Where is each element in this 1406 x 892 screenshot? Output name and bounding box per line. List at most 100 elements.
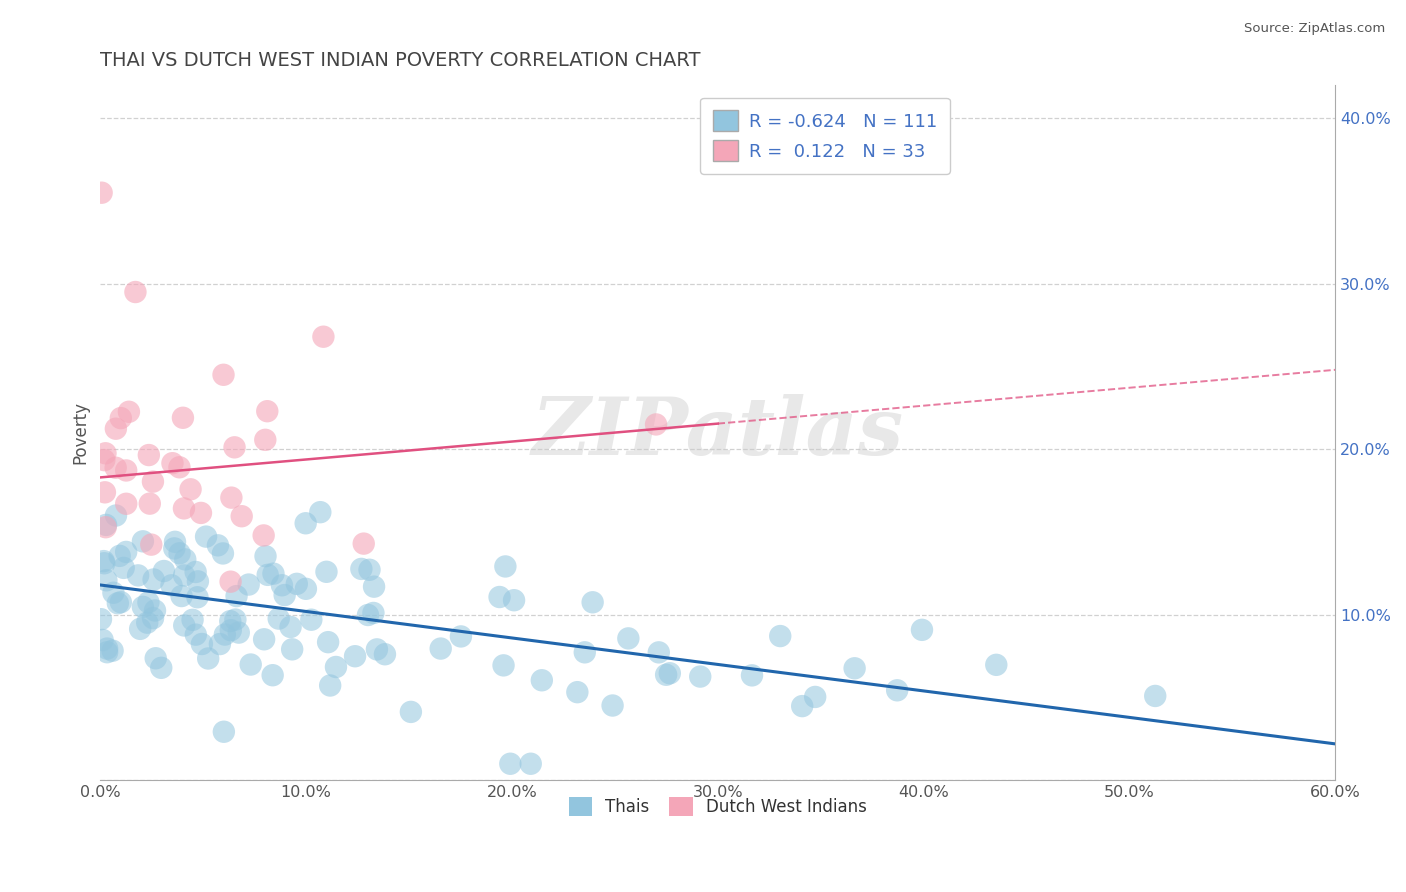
- Point: [357, 607, 380, 622]
- Point: [567, 685, 589, 699]
- Point: [208, 637, 231, 651]
- Point: [225, 589, 247, 603]
- Point: [96, 645, 118, 659]
- Point: [142, 611, 165, 625]
- Point: [132, 599, 155, 614]
- Point: [769, 629, 792, 643]
- Point: [280, 620, 302, 634]
- Point: [602, 698, 624, 713]
- Point: [90, 186, 112, 200]
- Point: [153, 564, 176, 578]
- Point: [574, 645, 596, 659]
- Point: [96, 574, 118, 588]
- Point: [350, 562, 373, 576]
- Point: [115, 497, 138, 511]
- Point: [804, 690, 827, 704]
- Point: [160, 578, 183, 592]
- Point: [142, 475, 165, 489]
- Point: [294, 516, 316, 531]
- Point: [145, 651, 167, 665]
- Point: [363, 580, 385, 594]
- Point: [219, 574, 242, 589]
- Point: [212, 546, 235, 560]
- Point: [107, 596, 129, 610]
- Point: [319, 678, 342, 692]
- Point: [299, 613, 322, 627]
- Point: [162, 456, 184, 470]
- Point: [986, 657, 1008, 672]
- Point: [108, 549, 131, 563]
- Point: [103, 586, 125, 600]
- Point: [169, 546, 191, 560]
- Point: [94, 517, 117, 532]
- Point: [262, 668, 284, 682]
- Point: [127, 568, 149, 582]
- Point: [115, 463, 138, 477]
- Point: [174, 552, 197, 566]
- Point: [741, 668, 763, 682]
- Point: [844, 661, 866, 675]
- Point: [169, 460, 191, 475]
- Point: [312, 329, 335, 343]
- Point: [295, 582, 318, 596]
- Point: [184, 565, 207, 579]
- Y-axis label: Poverty: Poverty: [72, 401, 89, 464]
- Point: [238, 577, 260, 591]
- Text: ZIPatlas: ZIPatlas: [531, 394, 904, 472]
- Point: [359, 563, 381, 577]
- Point: [254, 433, 277, 447]
- Point: [186, 591, 208, 605]
- Point: [110, 411, 132, 425]
- Point: [138, 595, 160, 609]
- Point: [886, 683, 908, 698]
- Point: [309, 505, 332, 519]
- Point: [271, 578, 294, 592]
- Point: [104, 460, 127, 475]
- Point: [399, 705, 422, 719]
- Point: [267, 612, 290, 626]
- Point: [141, 538, 163, 552]
- Point: [374, 647, 396, 661]
- Point: [94, 446, 117, 460]
- Point: [101, 643, 124, 657]
- Point: [94, 520, 117, 534]
- Point: [212, 368, 235, 382]
- Point: [617, 632, 640, 646]
- Point: [90, 612, 112, 626]
- Point: [91, 632, 114, 647]
- Point: [93, 554, 115, 568]
- Point: [184, 627, 207, 641]
- Point: [582, 595, 605, 609]
- Point: [93, 556, 115, 570]
- Point: [93, 453, 115, 467]
- Point: [519, 756, 541, 771]
- Point: [197, 651, 219, 665]
- Point: [256, 567, 278, 582]
- Point: [353, 536, 375, 550]
- Point: [104, 508, 127, 523]
- Point: [363, 606, 385, 620]
- Point: [207, 538, 229, 552]
- Point: [224, 440, 246, 454]
- Point: [648, 645, 671, 659]
- Point: [187, 574, 209, 589]
- Point: [221, 491, 243, 505]
- Point: [173, 568, 195, 582]
- Point: [262, 566, 284, 581]
- Point: [658, 666, 681, 681]
- Point: [366, 642, 388, 657]
- Point: [316, 635, 339, 649]
- Point: [499, 756, 522, 771]
- Point: [315, 565, 337, 579]
- Point: [655, 667, 678, 681]
- Point: [219, 614, 242, 628]
- Point: [281, 642, 304, 657]
- Point: [219, 624, 242, 638]
- Point: [163, 534, 186, 549]
- Point: [191, 637, 214, 651]
- Point: [494, 559, 516, 574]
- Point: [231, 509, 253, 524]
- Point: [488, 590, 510, 604]
- Point: [256, 404, 278, 418]
- Point: [173, 501, 195, 516]
